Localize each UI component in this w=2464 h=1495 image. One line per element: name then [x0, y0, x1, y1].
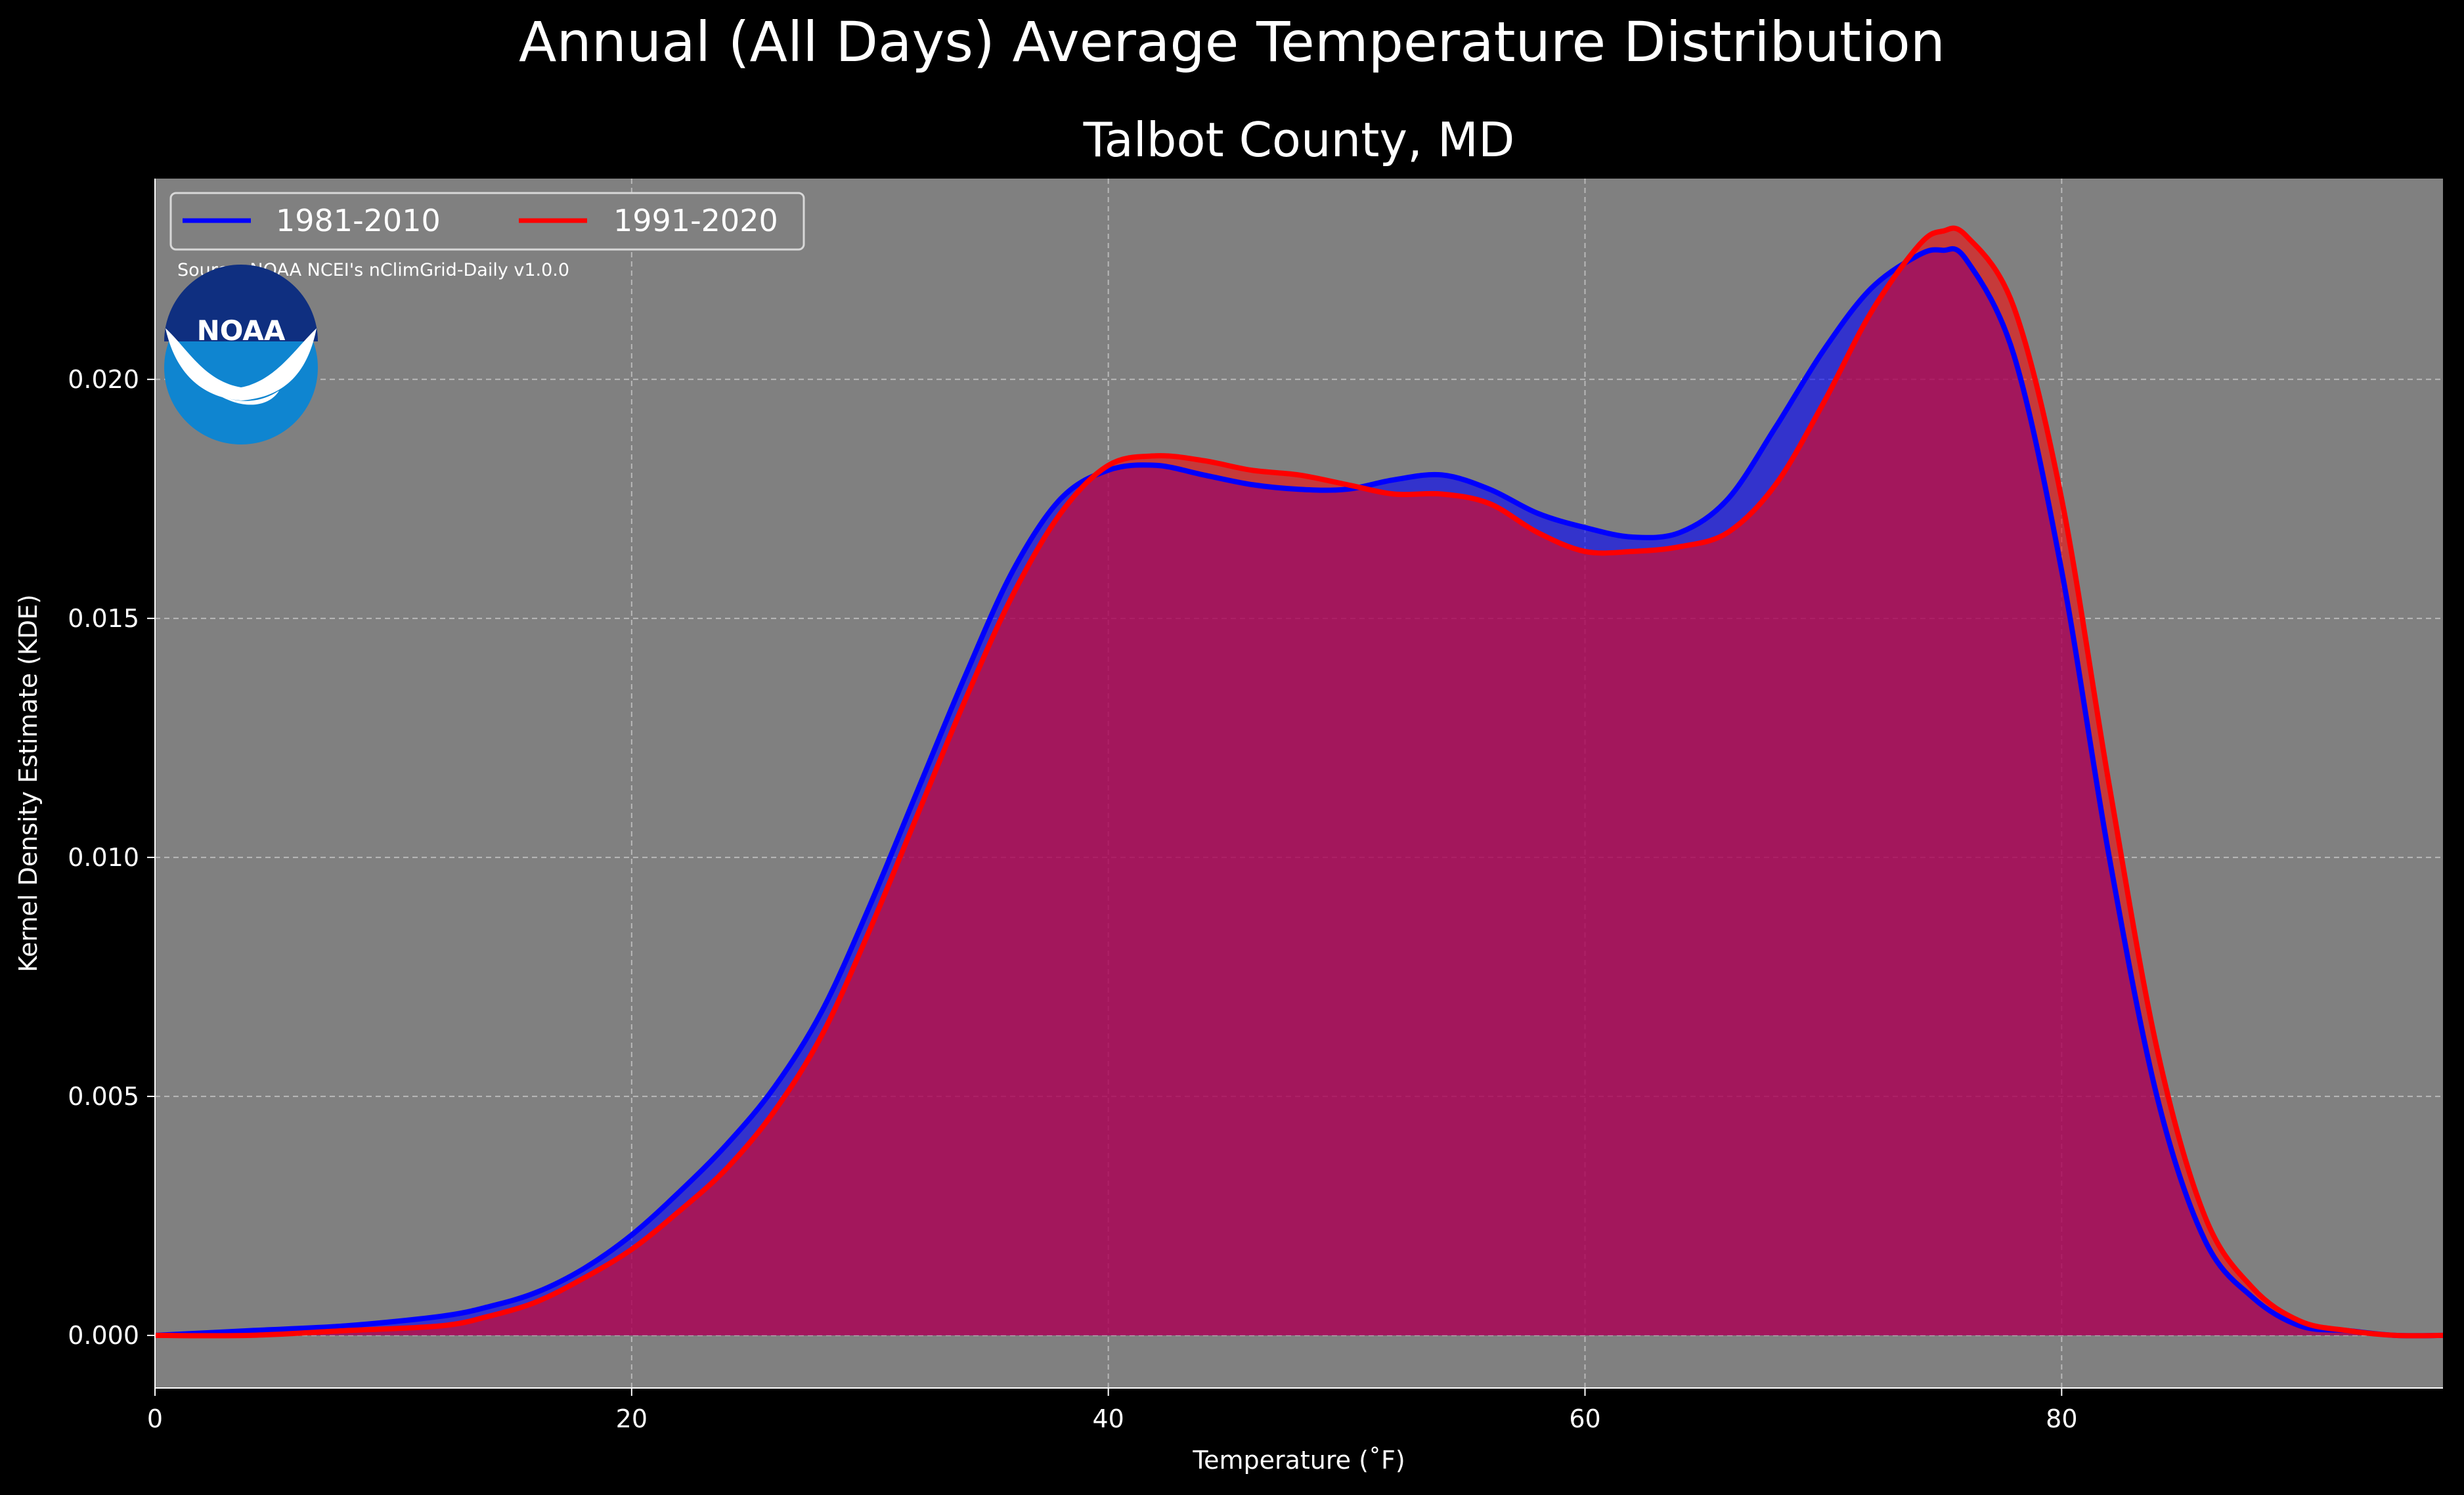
- line-1981-2010: [154, 246, 2444, 1339]
- y-axis-label: Kernel Density Estimate (KDE): [14, 594, 43, 972]
- noaa-logo-text: NOAA: [197, 314, 286, 347]
- noaa-logo: NOAA: [164, 265, 318, 444]
- legend-label-1991-2020: 1991-2020: [613, 203, 778, 238]
- area-1991-2020: [155, 228, 2443, 1336]
- y-tick-label: 0.005: [68, 1082, 139, 1111]
- y-tick-label: 0.020: [68, 365, 139, 394]
- x-tick-label: 20: [616, 1404, 648, 1433]
- legend: 1981-2010 1991-2020: [169, 192, 805, 251]
- y-tick-label: 0.015: [68, 604, 139, 633]
- x-tick-label: 40: [1092, 1404, 1124, 1433]
- x-tick-label: 60: [1569, 1404, 1600, 1433]
- x-tick-label: 80: [2046, 1404, 2077, 1433]
- figure-suptitle: Annual (All Days) Average Temperature Di…: [519, 10, 1945, 74]
- y-tick-label: 0.000: [68, 1321, 139, 1350]
- chart-title: Talbot County, MD: [1083, 112, 1515, 167]
- density-lines: [154, 225, 2444, 1339]
- legend-label-1981-2010: 1981-2010: [276, 203, 441, 238]
- legend-frame: [169, 192, 805, 251]
- x-axis-label: Temperature (˚F): [1192, 1446, 1405, 1475]
- y-tick-label: 0.010: [68, 843, 139, 872]
- x-tick-label: 0: [147, 1404, 163, 1433]
- x-ticks: 0 20 40 60 80: [147, 1388, 2078, 1433]
- y-ticks: 0.000 0.005 0.010 0.015 0.020: [68, 365, 155, 1350]
- line-1991-2020: [154, 225, 2444, 1339]
- density-fills: [155, 228, 2443, 1336]
